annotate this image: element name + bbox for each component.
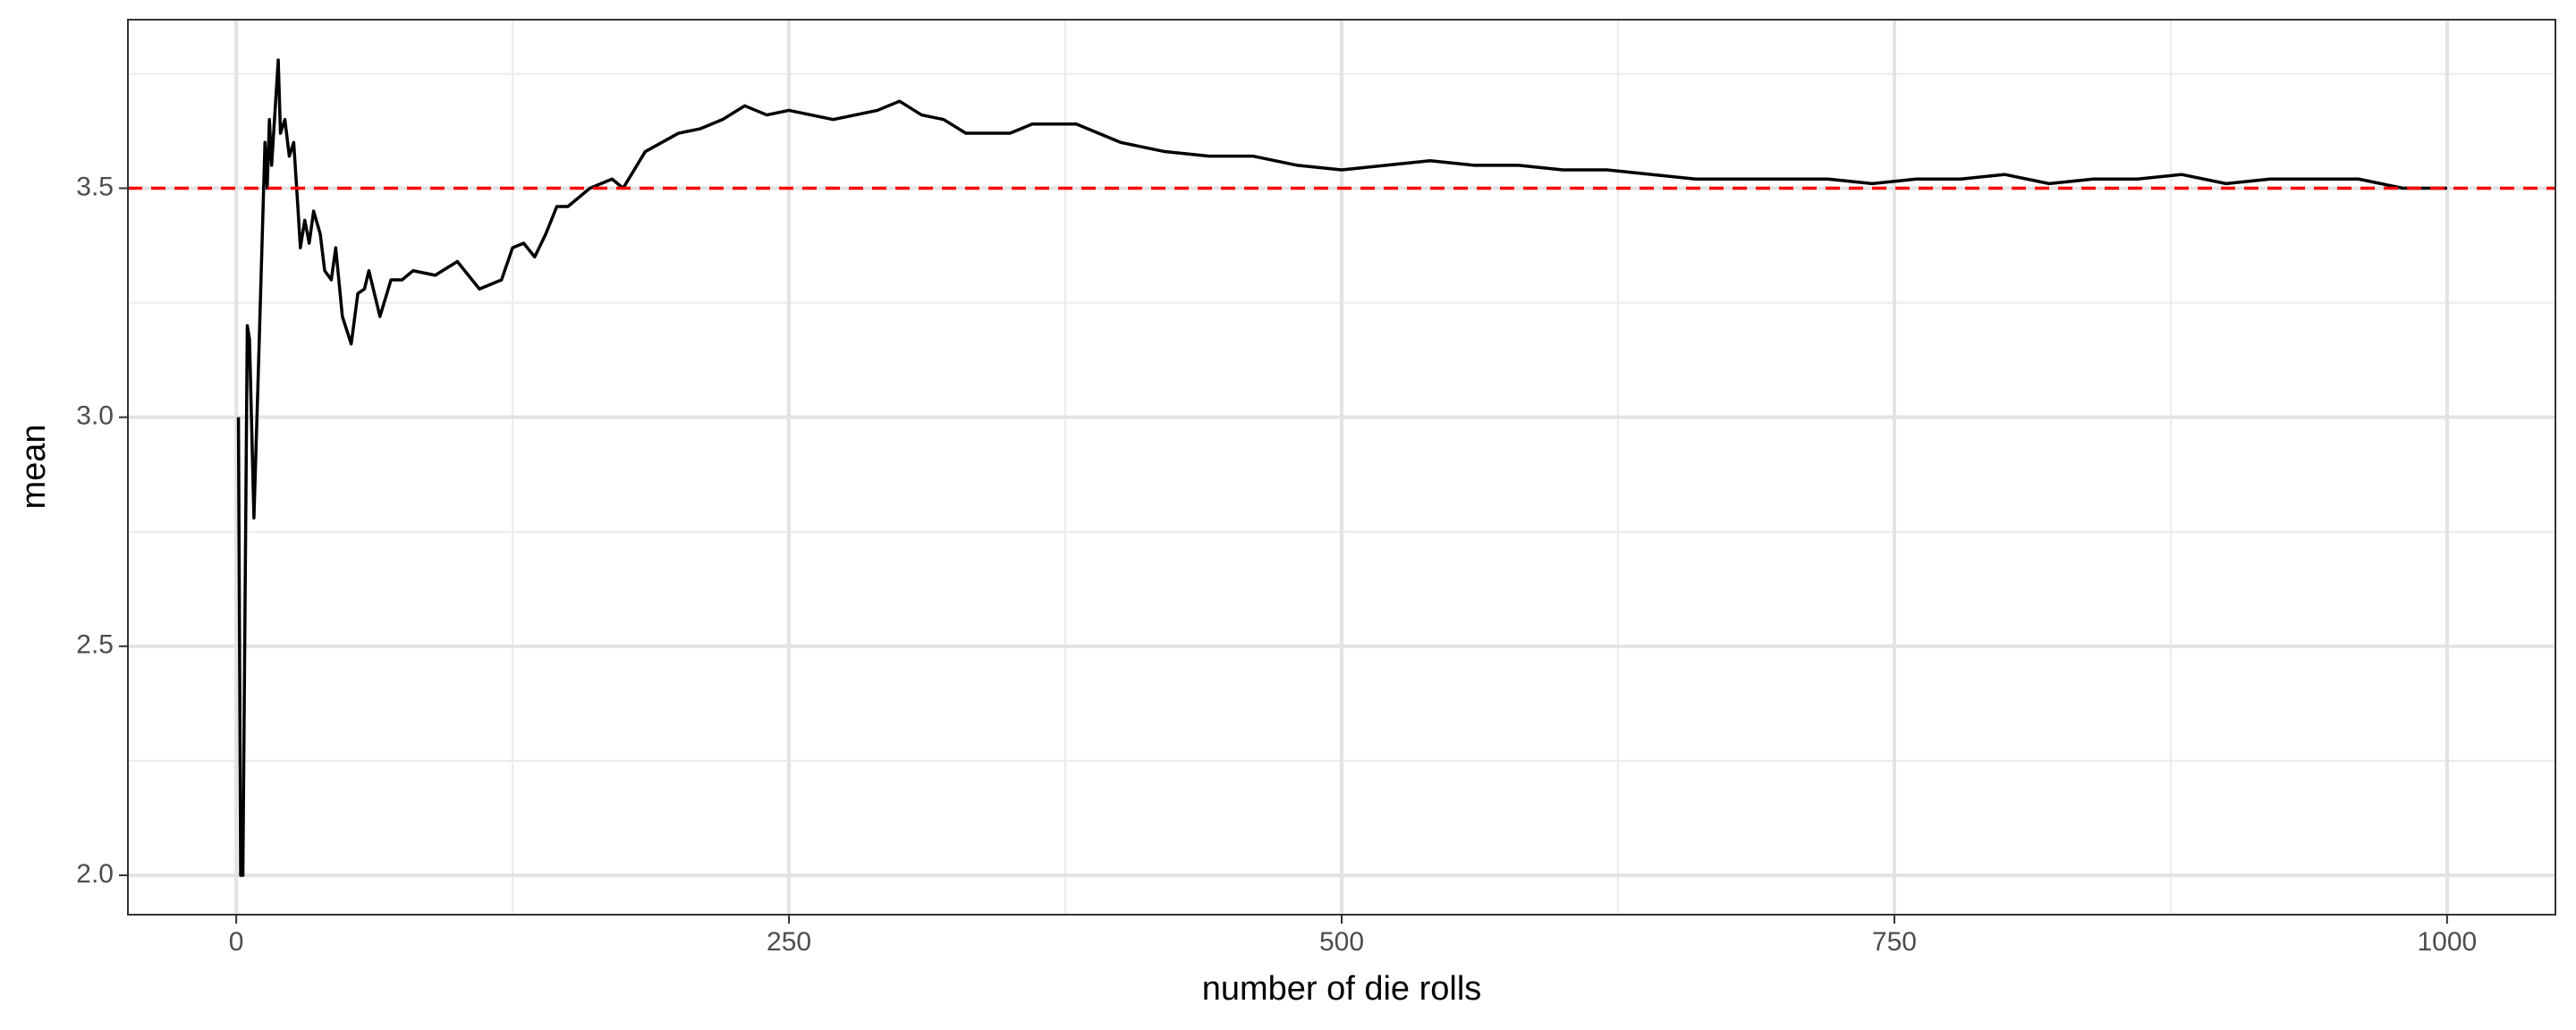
x-axis-title: number of die rolls: [1202, 970, 1482, 1008]
y-tick-label: 2.5: [76, 630, 114, 660]
x-tick-label: 1000: [2418, 927, 2478, 957]
line: [236, 58, 2447, 877]
panel-border: [127, 19, 2556, 916]
x-tick-label: 500: [1319, 927, 1364, 957]
x-tick-label: 750: [1872, 927, 1917, 957]
y-tick-label: 3.5: [76, 172, 114, 201]
y-tick-label: 2.0: [76, 859, 114, 889]
y-axis-title: mean: [15, 424, 53, 509]
y-tick-label: 3.0: [76, 401, 114, 431]
x-tick-label: 0: [229, 927, 244, 957]
x-tick-label: 250: [767, 927, 811, 957]
